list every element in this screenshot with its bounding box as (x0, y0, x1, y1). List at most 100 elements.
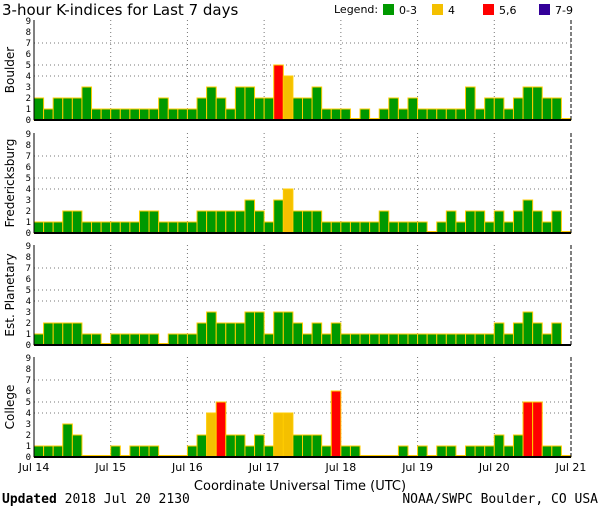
panel-label: College (3, 385, 17, 430)
bar (292, 434, 303, 458)
bar (196, 322, 208, 346)
x-tick-label: Jul 18 (324, 461, 356, 474)
bar (512, 97, 524, 121)
y-tick-label: 1 (26, 330, 31, 340)
bar (474, 333, 486, 346)
y-tick-label: 0 (26, 453, 31, 463)
bar (206, 412, 217, 458)
bar (445, 445, 457, 458)
bar (71, 210, 83, 234)
bar (493, 434, 505, 458)
bar (33, 221, 45, 234)
bar (465, 210, 476, 234)
bar (445, 210, 457, 234)
updated-label: Updated (2, 492, 57, 507)
bar (311, 210, 323, 234)
bar (167, 221, 179, 234)
bar (321, 108, 332, 121)
bar (43, 445, 54, 458)
bar (512, 434, 524, 458)
bar (455, 108, 467, 121)
bar (52, 221, 64, 234)
y-tick-label: 1 (26, 442, 31, 452)
bar (417, 221, 428, 234)
bar (465, 86, 476, 121)
bar (263, 445, 275, 458)
bar (292, 322, 303, 346)
bar (551, 445, 562, 458)
bar (33, 97, 45, 121)
bar (503, 333, 514, 346)
y-tick-label: 4 (26, 72, 31, 82)
bar (215, 322, 227, 346)
chart-title: 3-hour K-indices for Last 7 days (2, 1, 238, 19)
bar (263, 221, 275, 234)
y-tick-label: 8 (26, 365, 31, 375)
bar (81, 221, 93, 234)
bar (225, 210, 236, 234)
y-tick-label: 0 (26, 116, 31, 126)
bar (330, 322, 342, 346)
bar (493, 322, 505, 346)
bar (359, 221, 371, 234)
bar (512, 322, 524, 346)
bar (407, 221, 419, 234)
bar (129, 445, 140, 458)
bar (503, 221, 514, 234)
bar (273, 64, 284, 121)
y-tick-label: 5 (26, 286, 31, 296)
bar (445, 108, 457, 121)
bar (512, 210, 524, 234)
bar (52, 322, 64, 346)
bar (532, 210, 543, 234)
legend-entry-label: 0-3 (399, 4, 417, 17)
source-credit: NOAA/SWPC Boulder, CO USA (402, 492, 598, 507)
bar (541, 221, 553, 234)
bar (186, 445, 198, 458)
x-tick-label: Jul 21 (555, 461, 587, 474)
y-tick-label: 6 (26, 163, 31, 173)
bar (100, 108, 112, 121)
bar (234, 210, 246, 234)
bar (369, 221, 380, 234)
bar (148, 445, 160, 458)
bar (349, 333, 361, 346)
y-tick-label: 3 (26, 196, 31, 206)
bar (43, 221, 54, 234)
bar (167, 108, 179, 121)
bar (263, 97, 275, 121)
bar (292, 97, 303, 121)
bar (321, 221, 332, 234)
bar (215, 210, 227, 234)
y-tick-label: 9 (26, 130, 31, 140)
bar (349, 221, 361, 234)
bar (62, 210, 73, 234)
bar (254, 311, 265, 346)
bar (244, 311, 256, 346)
bar (186, 333, 198, 346)
legend-swatch-2 (483, 4, 494, 15)
bar (33, 445, 45, 458)
bar (148, 108, 160, 121)
legend-entry-label: 4 (448, 4, 455, 17)
y-tick-label: 8 (26, 28, 31, 38)
y-tick-label: 9 (26, 17, 31, 27)
bar (302, 210, 313, 234)
x-tick-label: Jul 15 (94, 461, 126, 474)
bar (110, 333, 121, 346)
bar (215, 97, 227, 121)
bar (474, 210, 486, 234)
bar (138, 210, 150, 234)
bar (206, 210, 217, 234)
bar (282, 311, 294, 346)
bar (311, 322, 323, 346)
legend-entry-label: 5,6 (499, 4, 517, 17)
updated-text: Updated 2018 Jul 20 2130 (2, 492, 190, 507)
bar (522, 311, 534, 346)
bar (273, 311, 284, 346)
x-tick-label: Jul 14 (18, 461, 50, 474)
bar (71, 322, 83, 346)
bar (186, 108, 198, 121)
bar (292, 210, 303, 234)
